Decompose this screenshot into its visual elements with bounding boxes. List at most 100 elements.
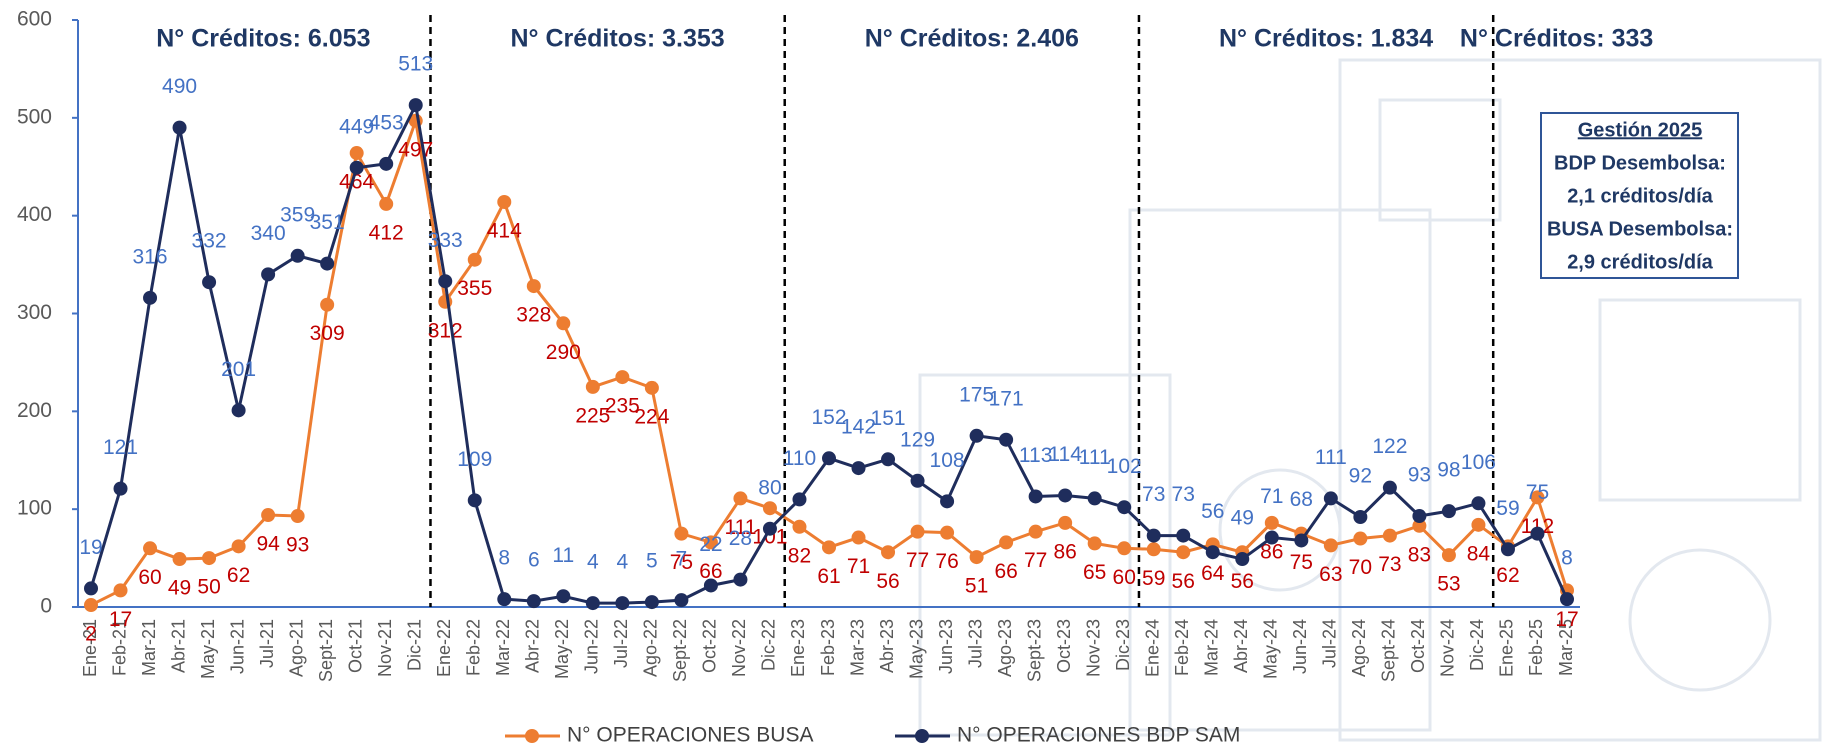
- marker: [379, 196, 394, 211]
- marker: [940, 494, 955, 509]
- data-label: 109: [457, 448, 492, 471]
- data-label: 75: [1290, 551, 1313, 574]
- x-tick-label: Abr-22: [523, 619, 543, 673]
- x-tick-label: Nov-22: [729, 619, 749, 677]
- marker: [290, 248, 305, 263]
- data-label: 122: [1372, 435, 1407, 458]
- marker: [84, 598, 98, 613]
- data-label: 151: [871, 407, 906, 430]
- data-label: 114: [1048, 443, 1082, 466]
- data-label: 93: [1408, 464, 1431, 487]
- data-label: 65: [1083, 561, 1106, 584]
- y-tick-label: 0: [40, 595, 52, 618]
- x-tick-label: Ene-22: [434, 619, 454, 677]
- y-tick-label: 600: [17, 8, 52, 31]
- data-label: 50: [197, 576, 220, 599]
- data-label: 235: [605, 395, 640, 418]
- legend-label: N° OPERACIONES BDP SAM: [957, 724, 1240, 747]
- section-label: N° Créditos: 3.353: [510, 25, 724, 53]
- y-tick-label: 100: [17, 497, 52, 520]
- data-label: 11: [552, 544, 574, 567]
- marker: [172, 552, 187, 567]
- x-tick-label: Jun-23: [936, 619, 956, 674]
- data-label: 111: [1315, 446, 1347, 469]
- x-tick-label: Dic-23: [1113, 619, 1133, 671]
- marker: [1323, 491, 1338, 506]
- note-line: BUSA Desembolsa:: [1547, 218, 1733, 240]
- data-label: 224: [634, 405, 669, 428]
- marker: [1294, 533, 1309, 548]
- marker: [1353, 509, 1368, 524]
- marker: [969, 428, 984, 443]
- data-label: 77: [1024, 549, 1047, 572]
- data-label: 7: [676, 548, 688, 571]
- marker: [349, 160, 364, 175]
- data-label: 312: [428, 319, 463, 342]
- data-label: 86: [1260, 540, 1283, 563]
- x-tick-label: Abr-21: [168, 619, 188, 673]
- note-line: BDP Desembolsa:: [1554, 152, 1726, 174]
- x-tick-label: Abr-24: [1231, 619, 1251, 673]
- marker: [202, 551, 217, 566]
- data-label: 111: [1079, 446, 1111, 469]
- x-tick-label: Ago-23: [995, 619, 1015, 677]
- data-label: 497: [398, 138, 433, 161]
- data-label: 82: [788, 544, 811, 567]
- x-tick-label: Ago-21: [286, 619, 306, 677]
- marker: [762, 521, 777, 536]
- data-label: 75: [670, 551, 693, 574]
- marker: [526, 279, 541, 294]
- marker: [792, 492, 807, 507]
- x-tick-label: Abr-23: [877, 619, 897, 673]
- data-label: 201: [221, 358, 256, 381]
- marker: [881, 452, 896, 467]
- data-label: 171: [989, 387, 1024, 410]
- data-label: 71: [1260, 485, 1283, 508]
- x-tick-label: May-21: [198, 619, 218, 679]
- marker: [1087, 491, 1102, 506]
- data-label: 70: [1349, 556, 1372, 579]
- line: [89, 100, 1569, 605]
- marker: [1176, 528, 1191, 543]
- marker: [1087, 536, 1102, 551]
- marker: [1323, 538, 1338, 553]
- data-label: 73: [1172, 483, 1195, 506]
- section-label: N° Créditos: 333: [1460, 25, 1653, 53]
- marker: [1441, 504, 1456, 519]
- data-label: 351: [310, 211, 345, 234]
- x-tick-label: May-23: [906, 619, 926, 679]
- x-tick-label: Mar-21: [139, 619, 159, 676]
- x-tick-label: Ene-21: [80, 619, 100, 677]
- marker: [969, 550, 984, 565]
- x-tick-label: Ene-24: [1142, 619, 1162, 677]
- marker: [585, 379, 600, 394]
- marker: [940, 525, 955, 540]
- data-label: 73: [1142, 483, 1165, 506]
- data-label: 93: [286, 534, 309, 557]
- data-label: 129: [900, 428, 935, 451]
- marker: [113, 481, 128, 496]
- x-tick-label: Dic-24: [1467, 619, 1487, 671]
- x-tick-label: Ago-24: [1349, 619, 1369, 677]
- x-tick-label: Jul-24: [1320, 619, 1340, 668]
- x-tick-label: May-24: [1261, 619, 1281, 679]
- x-tick-label: Ago-22: [641, 619, 661, 677]
- data-label: 355: [457, 277, 492, 300]
- data-label: 76: [935, 550, 958, 573]
- marker: [1146, 542, 1161, 557]
- marker: [1028, 489, 1043, 504]
- x-tick-label: Feb-22: [464, 619, 484, 676]
- data-label: 83: [1408, 543, 1431, 566]
- section-label: N° Créditos: 2.406: [865, 25, 1079, 53]
- marker: [762, 501, 777, 516]
- x-tick-label: Nov-21: [375, 619, 395, 677]
- marker: [1176, 545, 1191, 560]
- marker: [1500, 542, 1515, 557]
- data-label: 86: [1053, 540, 1076, 563]
- data-label: 490: [162, 75, 197, 98]
- x-tick-label: Jul-21: [257, 619, 277, 668]
- data-label: 28: [729, 527, 752, 550]
- data-label: 73: [1378, 553, 1401, 576]
- x-tick-label: Feb-24: [1172, 619, 1192, 676]
- x-tick-label: Nov-24: [1438, 619, 1458, 677]
